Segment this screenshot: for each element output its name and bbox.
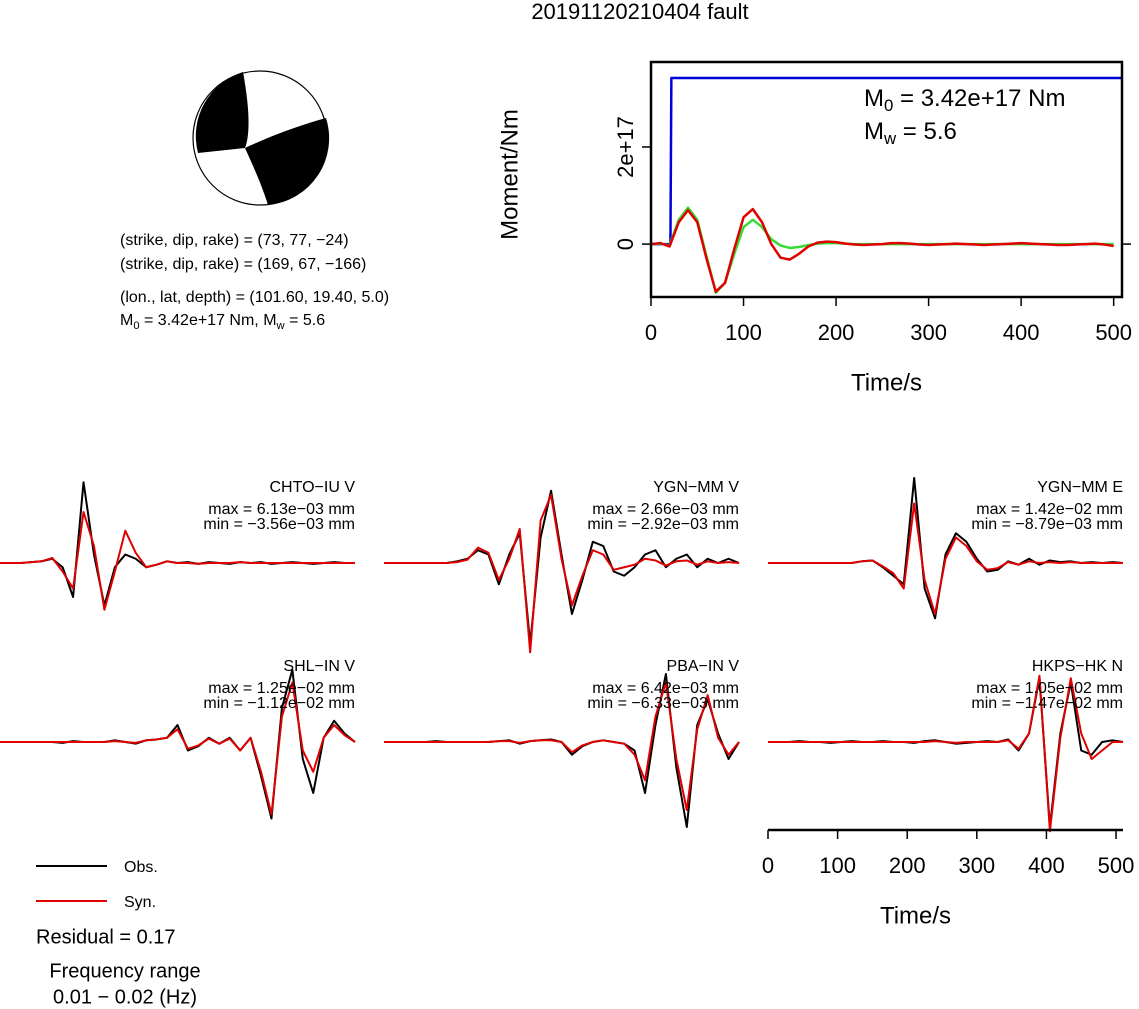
min-label: min = −3.56e−03 mm [203, 516, 355, 533]
series-line [0, 681, 356, 816]
x-tick-label: 300 [958, 853, 995, 878]
series-line [384, 494, 740, 654]
station-label: SHL−IN V [283, 658, 355, 675]
max-label: max = 1.05e−02 mm [976, 680, 1123, 697]
text-part: = 5.6 [285, 312, 326, 329]
station-label: YGN−MM E [1037, 479, 1123, 496]
station-label: PBA−IN V [667, 658, 740, 675]
series-line [768, 502, 1123, 615]
series-line [0, 511, 355, 611]
compressional-lobe [195, 72, 249, 153]
text-part: M [864, 85, 884, 112]
mechanism-text: (strike, dip, rake) = (169, 67, −166) [120, 256, 366, 273]
series-line [768, 477, 1124, 620]
x-tick-label: 200 [818, 320, 855, 345]
x-tick-label: 100 [725, 320, 762, 345]
subscript: 0 [133, 320, 139, 332]
annotation: M0 = 3.42e+17 Nm [864, 85, 1065, 115]
x-tick-label: 0 [762, 853, 774, 878]
legend-label: Syn. [124, 894, 156, 911]
min-label: min = −2.92e−03 mm [587, 516, 739, 533]
station-label: YGN−MM V [653, 479, 739, 496]
residual: Residual = 0.17 [36, 926, 176, 948]
beachball [192, 70, 330, 206]
mechanism-text: M0 = 3.42e+17 Nm, Mw = 5.6 [120, 312, 325, 332]
y-tick-label: 0 [613, 238, 638, 250]
max-label: max = 2.66e−03 mm [592, 501, 739, 518]
min-label: min = −1.12e−02 mm [203, 695, 355, 712]
x-axis-label: Time/s [880, 902, 951, 929]
figure-title: 20191120210404 fault [531, 0, 748, 24]
max-label: max = 6.13e−03 mm [208, 501, 355, 518]
max-label: max = 6.42e−03 mm [592, 680, 739, 697]
plot-frame [649, 60, 1124, 299]
chart: 0 2e+17 Moment/Nm 0 100 200 300 400 500 Time/s [496, 60, 1132, 396]
max-label: max = 1.42e−02 mm [976, 501, 1123, 518]
series-line [768, 674, 1123, 833]
legend-label: Obs. [124, 859, 158, 876]
subscript: w [276, 320, 286, 332]
x-tick-label: 400 [1028, 853, 1065, 878]
annotation: Mw = 5.6 [864, 118, 957, 148]
min-label: min = −6.33e−03 mm [587, 695, 739, 712]
x-tick-label: 200 [889, 853, 926, 878]
station-label: HKPS−HK N [1032, 658, 1123, 675]
frequency-label: Frequency range [49, 960, 200, 982]
x-tick-label: 100 [819, 853, 856, 878]
mechanism-text: (lon., lat, depth) = (101.60, 19.40, 5.0… [120, 289, 389, 306]
compressional-lobe [245, 118, 330, 205]
x-tick-label: 300 [910, 320, 947, 345]
min-label: min = −1.47e−02 mm [971, 695, 1123, 712]
subscript: 0 [884, 97, 893, 116]
x-tick-label: 0 [645, 320, 657, 345]
subscript: w [883, 130, 897, 149]
y-axis-label: Moment/Nm [496, 109, 523, 240]
series-line [384, 681, 740, 811]
min-label: min = −8.79e−03 mm [971, 516, 1123, 533]
text-part: M [864, 118, 884, 145]
max-label: max = 1.25e−02 mm [208, 680, 355, 697]
x-tick-label: 500 [1098, 853, 1135, 878]
mechanism-text: (strike, dip, rake) = (73, 77, −24) [120, 232, 349, 249]
x-tick-label: 500 [1095, 320, 1132, 345]
text-part: M [120, 312, 133, 329]
series-line [650, 206, 1114, 294]
station-label: CHTO−IU V [270, 479, 356, 496]
x-axis-label: Time/s [851, 369, 922, 396]
text-part: = 5.6 [896, 118, 957, 145]
text-part: = 3.42e+17 Nm [893, 85, 1065, 112]
y-tick-label: 2e+17 [613, 116, 638, 178]
frequency-range: 0.01 − 0.02 (Hz) [53, 986, 197, 1008]
chart: 0 100 200 300 400 500 Time/s HKPS−HK N max = 1.0… [762, 658, 1135, 929]
x-tick-label: 400 [1003, 320, 1040, 345]
text-part: = 3.42e+17 Nm, M [140, 312, 277, 329]
series-line [650, 207, 1114, 293]
